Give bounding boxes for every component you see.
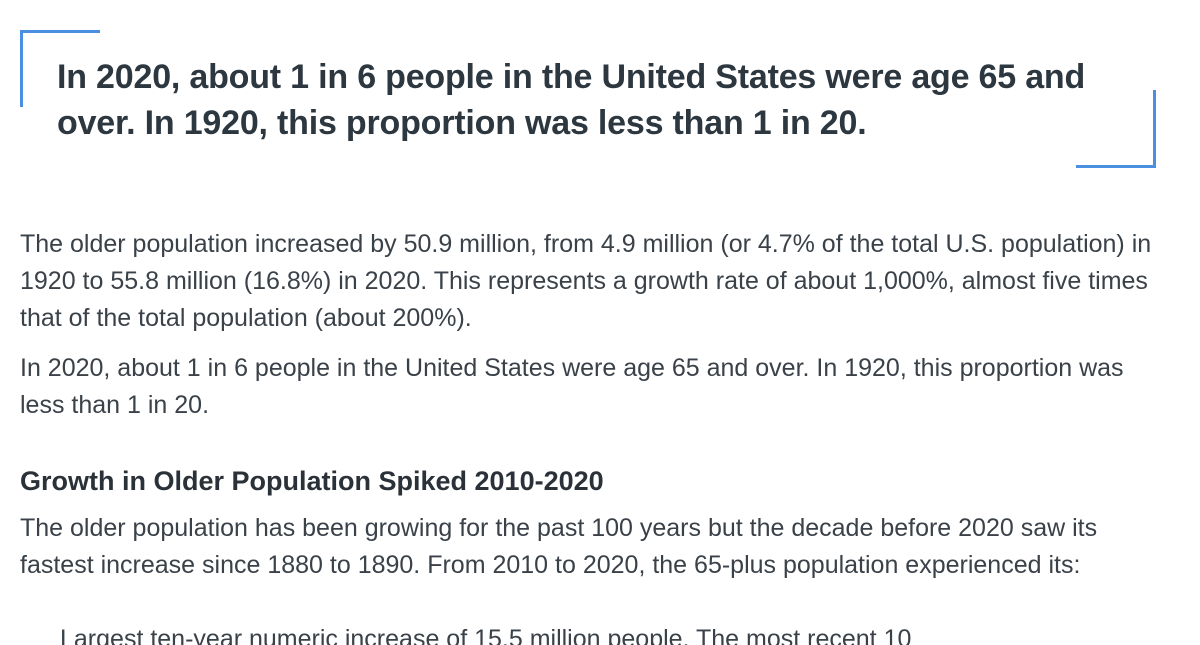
bullet-item-cut-off: Largest ten-year numeric increase of 15.…	[60, 625, 912, 645]
quote-corner-bottom-right-horizontal	[1076, 165, 1156, 168]
body-paragraph-decade: The older population has been growing fo…	[20, 514, 1098, 579]
quote-corner-bottom-right-vertical	[1153, 90, 1156, 168]
body-paragraph-proportion: In 2020, about 1 in 6 people in the Unit…	[20, 354, 1124, 419]
pull-quote-text: In 2020, about 1 in 6 people in the Unit…	[57, 58, 1086, 142]
body-paragraph-growth: The older population increased by 50.9 m…	[20, 230, 1152, 332]
section-heading: Growth in Older Population Spiked 2010-2…	[20, 466, 604, 496]
quote-corner-top-left-vertical	[20, 30, 23, 107]
quote-corner-top-left-horizontal	[20, 30, 100, 33]
pull-quote: In 2020, about 1 in 6 people in the Unit…	[20, 30, 1156, 168]
